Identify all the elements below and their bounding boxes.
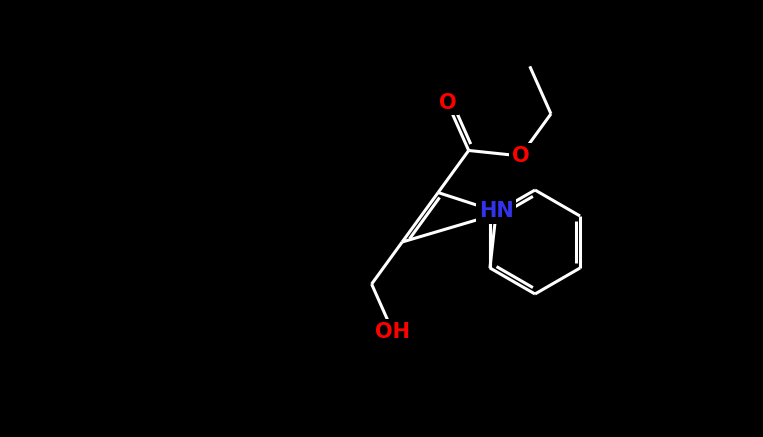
- Text: OH: OH: [375, 322, 410, 342]
- Text: HN: HN: [479, 201, 513, 222]
- Text: O: O: [439, 93, 456, 113]
- Text: O: O: [511, 146, 530, 166]
